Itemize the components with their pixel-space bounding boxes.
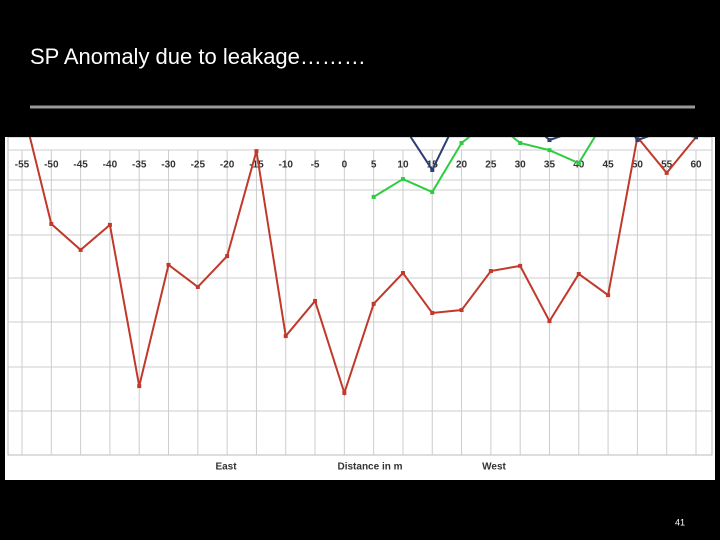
data-point — [166, 262, 171, 267]
x-tick-label: 0 — [342, 160, 348, 171]
x-tick-label: -25 — [191, 160, 206, 171]
x-tick-label: -35 — [132, 160, 147, 171]
x-tick-label: -15 — [249, 160, 264, 171]
series-line — [373, 137, 596, 198]
series-line — [28, 137, 697, 397]
x-tick-label: -30 — [161, 160, 176, 171]
x-tick-label: 30 — [515, 160, 527, 171]
data-point — [254, 149, 259, 154]
annotation: East — [215, 462, 237, 473]
chart-area — [5, 137, 715, 480]
page-number: 41 — [675, 517, 685, 527]
data-point — [518, 263, 523, 268]
data-point — [371, 194, 376, 199]
x-tick-label: 35 — [544, 160, 556, 171]
data-point — [225, 254, 230, 259]
data-point — [518, 141, 523, 145]
x-tick-label: -5 — [311, 160, 320, 171]
data-point — [547, 319, 552, 324]
x-tick-label: -50 — [44, 160, 59, 171]
data-point — [694, 137, 698, 140]
x-tick-label: -10 — [279, 160, 294, 171]
data-point — [576, 161, 581, 166]
data-point — [576, 271, 581, 276]
data-point — [400, 177, 405, 182]
data-point — [313, 298, 318, 303]
x-tick-label: 5 — [371, 160, 377, 171]
x-tick-label: 10 — [397, 160, 409, 171]
slide-title: SP Anomaly due to leakage……… — [30, 44, 366, 69]
x-tick-label: -20 — [220, 160, 235, 171]
data-point — [371, 301, 376, 306]
data-point — [635, 138, 640, 143]
x-tick-label: 45 — [603, 160, 615, 171]
x-tick-label: 60 — [690, 160, 702, 171]
x-tick-label: 50 — [632, 160, 644, 171]
data-point — [137, 384, 142, 389]
x-axis-label: Distance in m — [337, 462, 402, 473]
plot-layer — [28, 137, 698, 397]
annotation: West — [482, 462, 506, 473]
data-point — [488, 269, 493, 274]
data-point — [664, 170, 669, 175]
data-point — [342, 390, 347, 395]
x-tick-label: -45 — [73, 160, 88, 171]
data-point — [547, 148, 552, 153]
x-tick-label: -40 — [103, 160, 118, 171]
data-point — [195, 284, 200, 289]
data-point — [606, 293, 611, 298]
data-point — [283, 334, 288, 339]
x-tick-label: 15 — [427, 160, 439, 171]
data-point — [400, 271, 405, 275]
x-tick-label: -55 — [15, 160, 30, 171]
data-point — [78, 247, 83, 252]
x-tick-label: 25 — [485, 160, 497, 171]
data-point — [430, 190, 435, 195]
data-point — [430, 167, 435, 172]
chart: -55 -50 -45 -40 -35 -30 -25 -20 -15 -10 -5 0 5 10 15 20… — [7, 136, 713, 473]
data-point — [107, 222, 112, 227]
x-tick-label: 55 — [661, 160, 673, 171]
data-point — [459, 308, 464, 313]
data-point — [459, 141, 464, 145]
data-point — [430, 310, 435, 315]
header — [0, 0, 720, 137]
x-tick-label: 20 — [456, 160, 468, 171]
data-point — [49, 221, 54, 226]
data-point — [547, 138, 552, 143]
